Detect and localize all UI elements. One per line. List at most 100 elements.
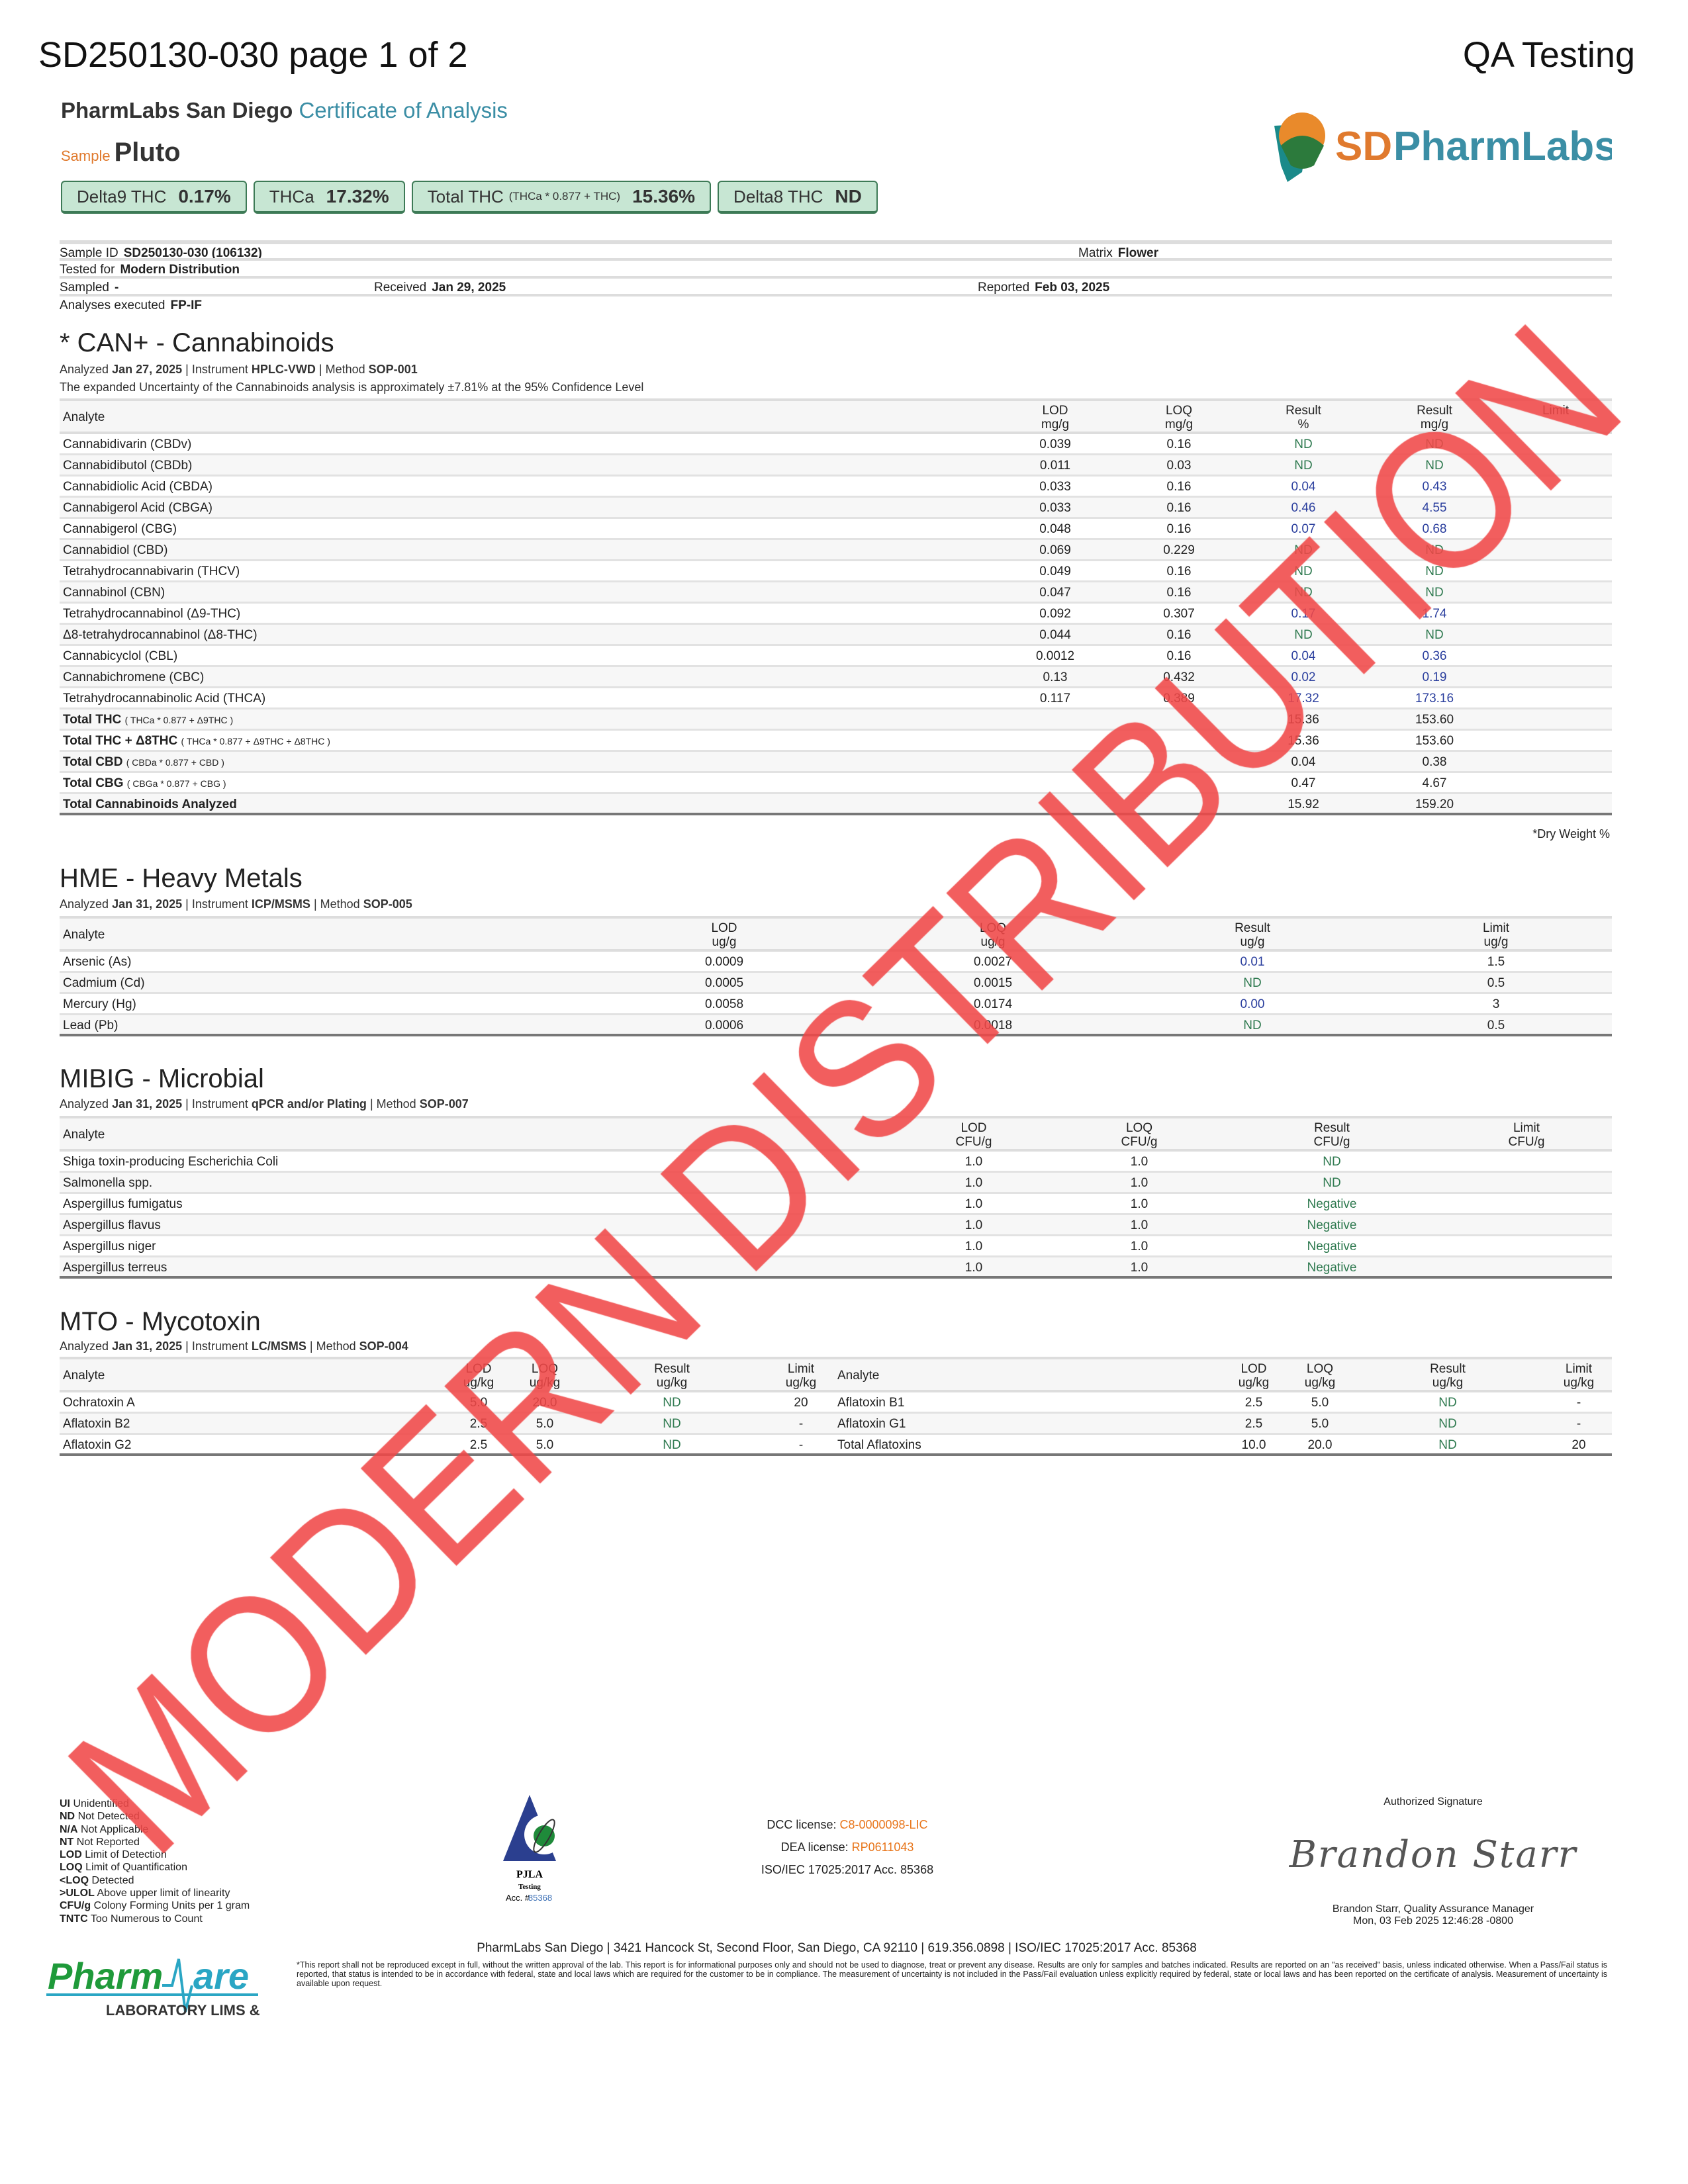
cell: 0.044 [1039, 628, 1071, 642]
analyzed-date: Jan 31, 2025 [112, 1097, 183, 1111]
cell: 4.55 [1422, 501, 1447, 515]
cell: ND [1294, 437, 1313, 451]
summary-badge: Delta8 THC ND [718, 181, 878, 214]
cell: ND [1294, 628, 1313, 642]
cell: 1.0 [964, 1240, 983, 1253]
dry-weight-note: *Dry Weight % [1532, 827, 1610, 841]
cell: 0.38 [1422, 755, 1447, 769]
pjla-acc-label: Acc. # [506, 1893, 530, 1903]
cell: 17.32 [1288, 692, 1319, 705]
cell: 1.0 [1130, 1197, 1149, 1211]
analyte-name: Cannabigerol Acid (CBGA) [63, 501, 212, 515]
analyte-name: Aflatoxin G1 [837, 1417, 906, 1431]
received-label: Received [374, 281, 427, 295]
cell: - [798, 1417, 804, 1431]
analyte-name: Aflatoxin B1 [837, 1396, 905, 1410]
table-row: Aflatoxin G2 2.5 5.0 ND - Total Aflatoxins 10.… [60, 1435, 1612, 1456]
cell: ND [1425, 628, 1444, 642]
method-label: Method [320, 897, 360, 911]
cell: 15.36 [1288, 713, 1319, 727]
cell: 0.039 [1039, 437, 1071, 451]
analyte-name: Aflatoxin G2 [63, 1438, 132, 1452]
summary-badge: THCa 17.32% [253, 181, 405, 214]
column-header: Result mg/g [1417, 404, 1452, 432]
analyzed-label: Analyzed [60, 363, 109, 376]
analyte-name: Mercury (Hg) [63, 997, 136, 1011]
analyte-name: Tetrahydrocannabinolic Acid (THCA) [63, 692, 266, 705]
cell: 20.0 [1307, 1438, 1333, 1452]
document-title: SD250130-030 page 1 of 2 [38, 35, 468, 75]
column-header: Analyte [63, 1369, 105, 1383]
analyte-name: Cannabidiolic Acid (CBDA) [63, 480, 212, 494]
legend-desc: Above upper limit of linearity [97, 1888, 230, 1899]
mycotoxin-title: MTO - Mycotoxin [60, 1307, 261, 1336]
table-row: Cannabidiolic Acid (CBDA) 0.033 0.16 0.04 0.… [60, 477, 1612, 498]
analyte-name: Total Aflatoxins [837, 1438, 921, 1452]
svg-text:PharmLabs: PharmLabs [1393, 124, 1612, 169]
formula: ( THCa * 0.877 + Δ9THC ) [124, 715, 234, 725]
cell: 0.13 [1043, 670, 1068, 684]
column-header: LOQ mg/g [1164, 404, 1194, 432]
cell: 1.5 [1487, 955, 1505, 969]
sample-name: Pluto [114, 138, 181, 167]
cell: 159.20 [1415, 797, 1454, 811]
analyte-name: Cannabicyclol (CBL) [63, 649, 178, 663]
column-header: Analyte [63, 410, 105, 424]
sample-label: Sample [61, 148, 111, 164]
dea-license: RP0611043 [851, 1841, 914, 1854]
column-header: LOQ ug/g [979, 921, 1007, 949]
cell: ND [1425, 543, 1444, 557]
analyte-name: Cannabidivarin (CBDv) [63, 437, 192, 451]
legend-item: LOD Limit of Detection [60, 1848, 250, 1861]
iso-accreditation: ISO/IEC 17025:2017 Acc. 85368 [761, 1863, 934, 1876]
cell: 5.0 [1311, 1417, 1329, 1431]
cell: 0.117 [1039, 692, 1071, 705]
pharmware-subtitle: LABORATORY LIMS & ELN [106, 2002, 265, 2019]
analyzed-label: Analyzed [60, 897, 109, 911]
signature-date: Mon, 03 Feb 2025 12:46:28 -0800 [1353, 1915, 1513, 1927]
total-name: Total THC [63, 713, 122, 727]
analyte-name: Cannabigerol (CBG) [63, 522, 177, 536]
disclaimer: *This report shall not be reproduced exc… [297, 1960, 1607, 1988]
cannabinoids-table: Analyte LOD mg/g LOQ mg/g Result % Result mg… [60, 398, 1612, 815]
table-row: Cannabicyclol (CBL) 0.0012 0.16 0.04 0.36 [60, 646, 1612, 667]
column-header: Result ug/kg [1430, 1362, 1466, 1390]
analyte-name: Aspergillus terreus [63, 1261, 167, 1275]
legend-abbr: N/A [60, 1823, 78, 1835]
legend-abbr: >ULOL [60, 1888, 95, 1899]
cell: 0.0018 [973, 1019, 1013, 1032]
pjla-logo: PJLA Testing Acc. # 85368 [503, 1795, 564, 1903]
column-header: LOD CFU/g [955, 1121, 992, 1149]
table-row: Δ8-tetrahydrocannabinol (Δ8-THC) 0.044 0.1… [60, 625, 1612, 646]
cell: 0.048 [1039, 522, 1071, 536]
instrument-label: Instrument [191, 1340, 248, 1353]
instrument: HPLC-VWD [251, 363, 316, 376]
cell: 173.16 [1415, 692, 1454, 705]
summary-badge: Total THC (THCa * 0.877 + THC) 15.36% [411, 181, 712, 214]
legend-desc: Not Applicable [81, 1823, 149, 1835]
legend-item: >ULOL Above upper limit of linearity [60, 1887, 250, 1899]
cell: 0.43 [1422, 480, 1447, 494]
legend-desc: Detected [91, 1874, 134, 1886]
method: SOP-005 [363, 897, 412, 911]
column-header: Result % [1286, 404, 1321, 432]
cell: - [1576, 1417, 1581, 1431]
analyte-name: Cadmium (Cd) [63, 976, 145, 990]
table-row: Tetrahydrocannabinolic Acid (THCA) 0.117 0… [60, 688, 1612, 709]
sample-heading: Sample Pluto [61, 138, 181, 167]
analyte-name: Aspergillus fumigatus [63, 1197, 183, 1211]
analyte-name: Total THC + Δ8THC ( THCa * 0.877 + Δ9THC… [63, 734, 330, 749]
legend-item: ND Not Detected [60, 1810, 250, 1823]
table-row: Aflatoxin B2 2.5 5.0 ND - Aflatoxin G1 2.5 5.0 N… [60, 1414, 1612, 1435]
analyte-name: Aspergillus niger [63, 1240, 156, 1253]
legend-item: <LOQ Detected [60, 1874, 250, 1887]
cell: 0.307 [1163, 607, 1195, 621]
column-header: Limit ug/g [1482, 921, 1510, 949]
method: SOP-001 [368, 363, 418, 376]
cell: 1.74 [1422, 607, 1447, 621]
summary-badges: Delta9 THC 0.17% THCa 17.32% Total THC (THCa … [61, 181, 878, 214]
pjla-name: PJLA [516, 1869, 543, 1880]
table-row: Aspergillus fumigatus 1.0 1.0 Negative [60, 1194, 1612, 1215]
legend-abbr: ND [60, 1811, 75, 1823]
cell: ND [1438, 1438, 1457, 1452]
